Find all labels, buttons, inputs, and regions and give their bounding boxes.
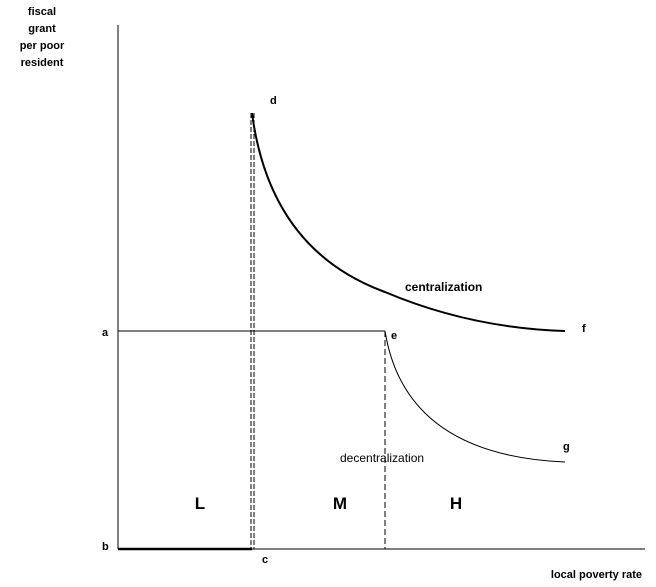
y-axis-label: fiscal grant per poor resident xyxy=(20,6,65,69)
point-labels: d a e f g b c xyxy=(102,95,586,566)
point-label: b xyxy=(102,541,109,553)
region-label: H xyxy=(450,494,462,513)
x-axis-label: local poverty rate xyxy=(551,569,642,581)
y-label-line: resident xyxy=(21,57,64,69)
region-label: M xyxy=(333,494,347,513)
point-label: d xyxy=(270,95,277,107)
region-label: L xyxy=(195,494,205,513)
centralization-curve xyxy=(251,112,566,332)
y-label-line: grant xyxy=(28,23,56,35)
point-label: a xyxy=(102,327,109,339)
decentralization-curve xyxy=(384,330,566,463)
curve-label: centralization xyxy=(405,280,482,294)
curve-label: decentralization xyxy=(340,451,424,465)
y-label-line: per poor xyxy=(20,40,65,52)
point-label: c xyxy=(262,554,268,566)
region-labels: L M H xyxy=(195,494,462,513)
point-label: e xyxy=(391,330,397,342)
point-label: f xyxy=(582,323,586,335)
y-label-line: fiscal xyxy=(28,6,56,18)
point-label: g xyxy=(563,441,570,453)
